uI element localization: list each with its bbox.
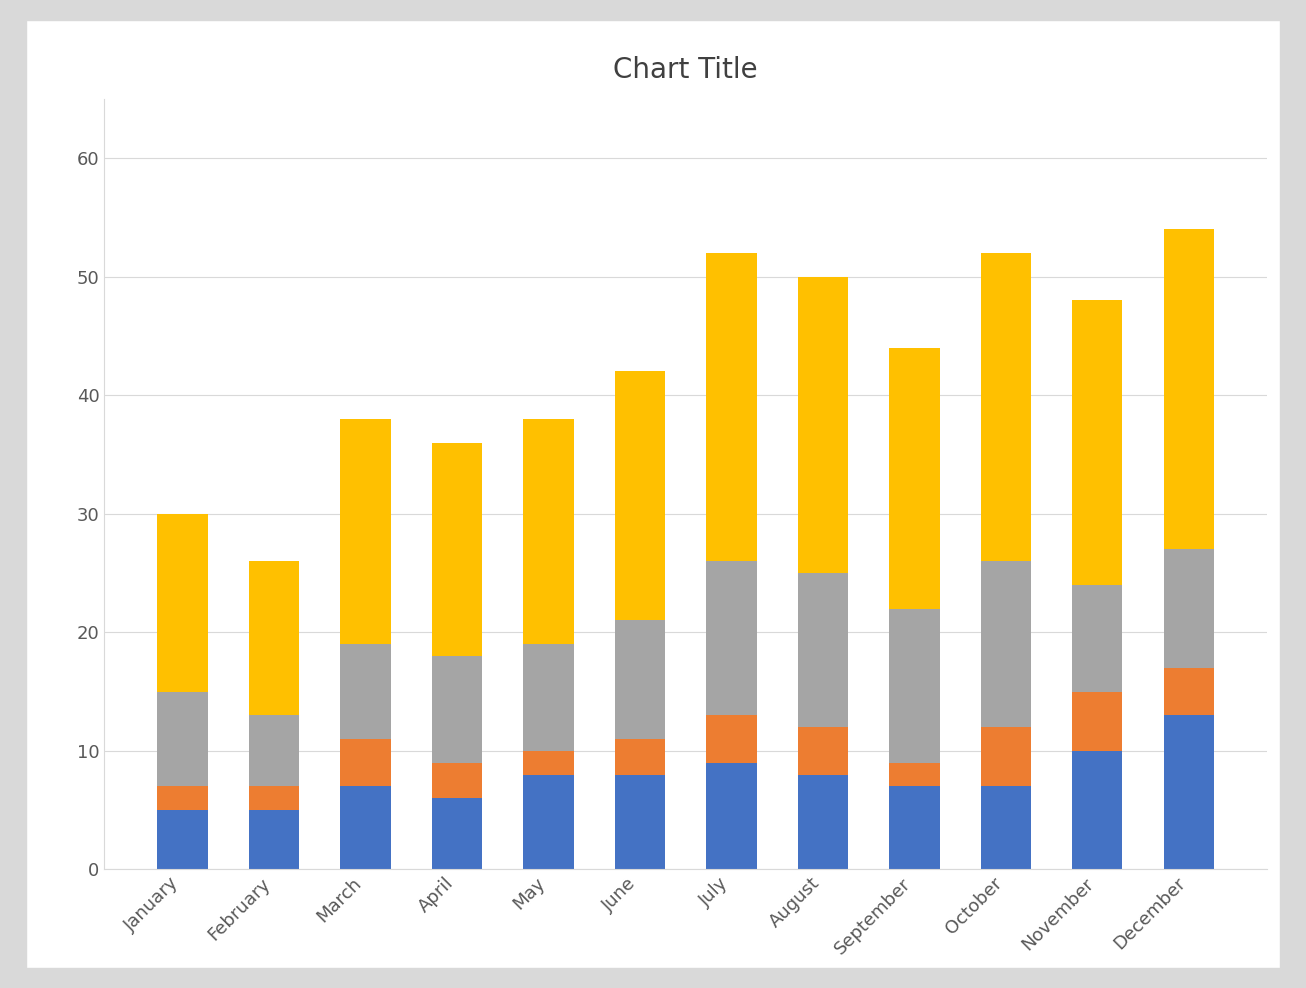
Bar	[615, 739, 665, 775]
Bar	[1164, 668, 1215, 715]
Bar	[432, 798, 482, 869]
Bar	[981, 561, 1030, 727]
Bar	[615, 620, 665, 739]
Bar	[249, 786, 299, 810]
Bar	[707, 561, 756, 715]
Bar	[1164, 549, 1215, 668]
Bar	[798, 277, 848, 573]
Bar	[889, 609, 939, 763]
Bar	[615, 371, 665, 620]
Bar	[981, 786, 1030, 869]
Bar	[157, 692, 208, 786]
Bar	[249, 715, 299, 786]
Bar	[889, 763, 939, 786]
Bar	[615, 775, 665, 869]
Bar	[1072, 751, 1122, 869]
Bar	[249, 810, 299, 869]
Bar	[707, 253, 756, 561]
Bar	[798, 573, 848, 727]
Bar	[341, 644, 390, 739]
Bar	[707, 763, 756, 869]
Bar	[1072, 300, 1122, 585]
Bar	[432, 763, 482, 798]
Bar	[341, 419, 390, 644]
Bar	[432, 656, 482, 763]
Bar	[981, 727, 1030, 786]
Bar	[341, 739, 390, 786]
Bar	[889, 786, 939, 869]
Bar	[432, 443, 482, 656]
Bar	[798, 775, 848, 869]
Bar	[524, 751, 573, 775]
Bar	[889, 348, 939, 609]
Bar	[707, 715, 756, 763]
Bar	[157, 786, 208, 810]
Bar	[157, 514, 208, 692]
Bar	[798, 727, 848, 775]
Bar	[157, 810, 208, 869]
Bar	[1164, 229, 1215, 549]
Bar	[341, 786, 390, 869]
Bar	[524, 419, 573, 644]
Bar	[1164, 715, 1215, 869]
Bar	[1072, 692, 1122, 751]
Bar	[524, 775, 573, 869]
Bar	[524, 644, 573, 751]
Bar	[1072, 585, 1122, 692]
Bar	[249, 561, 299, 715]
Title: Chart Title: Chart Title	[614, 56, 757, 84]
Bar	[981, 253, 1030, 561]
